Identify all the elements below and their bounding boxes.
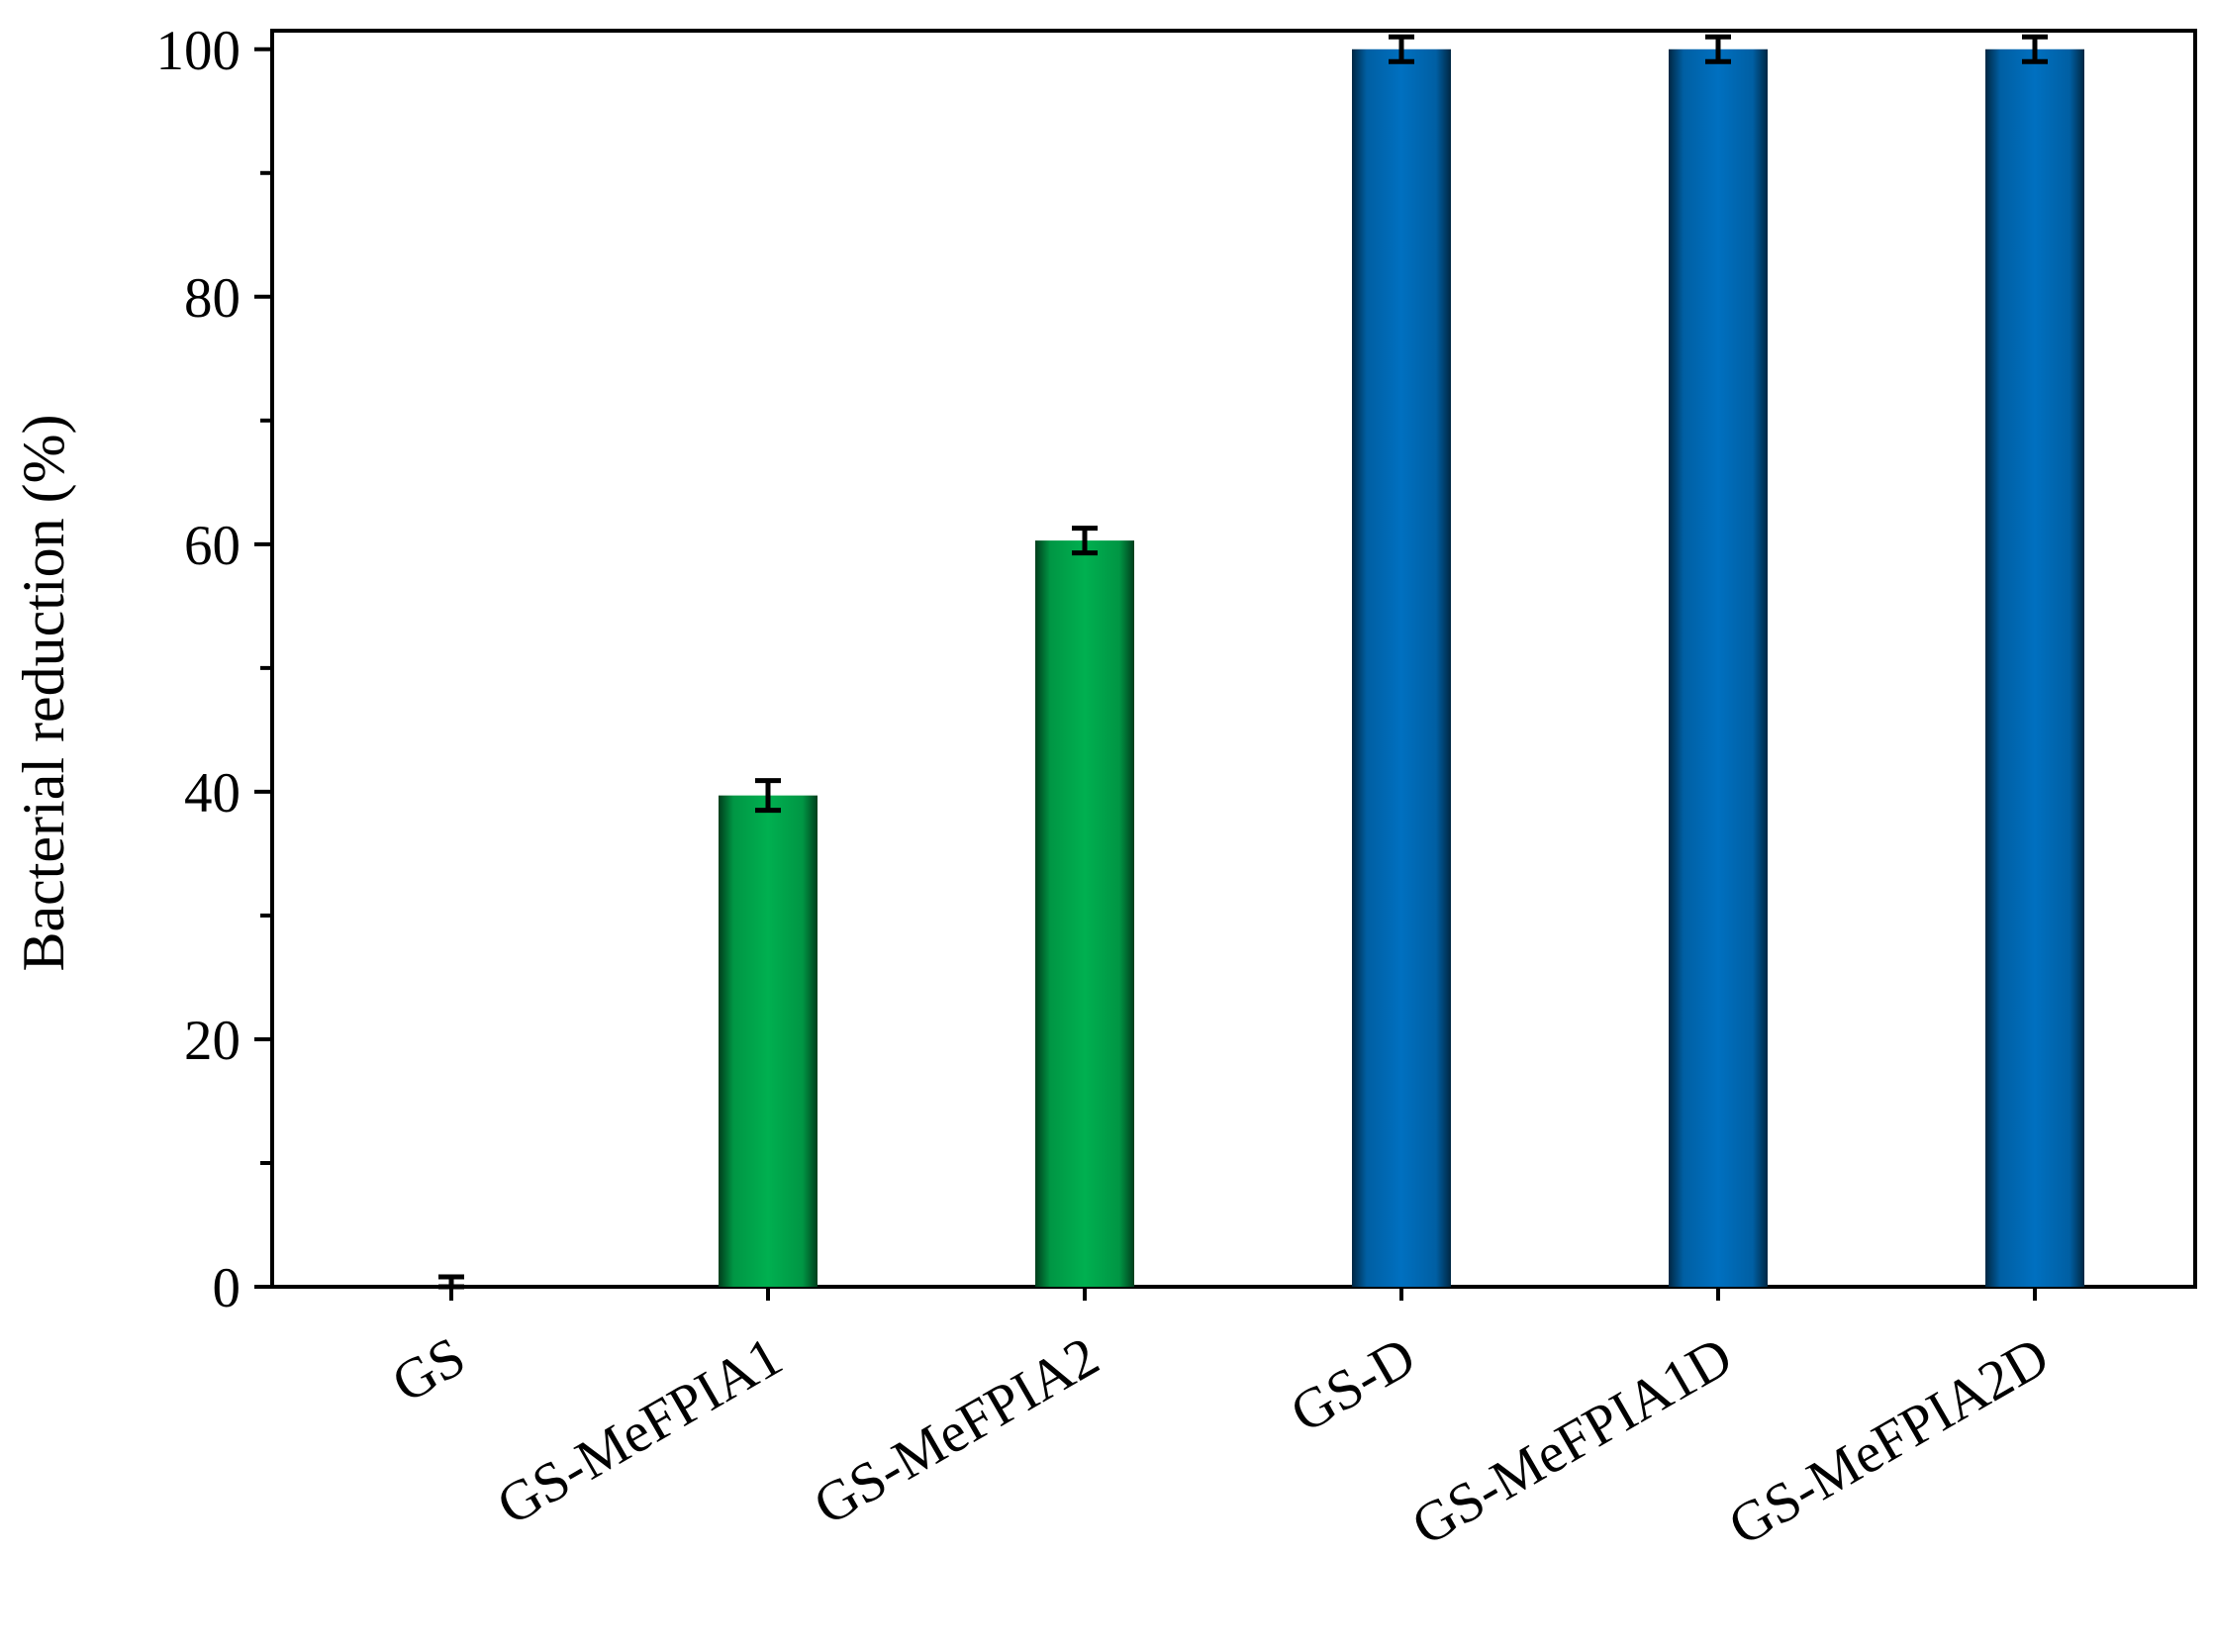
y-tick-label: 40 xyxy=(184,762,241,825)
y-tick-label: 60 xyxy=(184,515,241,577)
bar xyxy=(719,795,818,1287)
x-tick-label: GS-MeFPIA2 xyxy=(804,1325,1109,1537)
bar xyxy=(1669,49,1768,1288)
bar xyxy=(1985,49,2084,1288)
x-tick-label: GS-D xyxy=(1281,1325,1426,1445)
plot-frame xyxy=(270,29,2197,1289)
y-tick-label: 80 xyxy=(184,267,241,330)
y-axis-title: Bacterial reduction (%) xyxy=(11,414,76,971)
bar xyxy=(1352,49,1451,1288)
x-tick-label: GS xyxy=(382,1325,476,1415)
bar xyxy=(1035,540,1134,1287)
y-tick-label: 100 xyxy=(156,20,241,82)
y-tick-label: 20 xyxy=(184,1010,241,1072)
y-tick-label: 0 xyxy=(213,1257,241,1319)
x-tick-label: GS-MeFPIA1 xyxy=(487,1325,793,1537)
x-tick-label: GS-MeFPIA2D xyxy=(1718,1325,2059,1558)
x-tick-label: GS-MeFPIA1D xyxy=(1401,1325,1742,1558)
